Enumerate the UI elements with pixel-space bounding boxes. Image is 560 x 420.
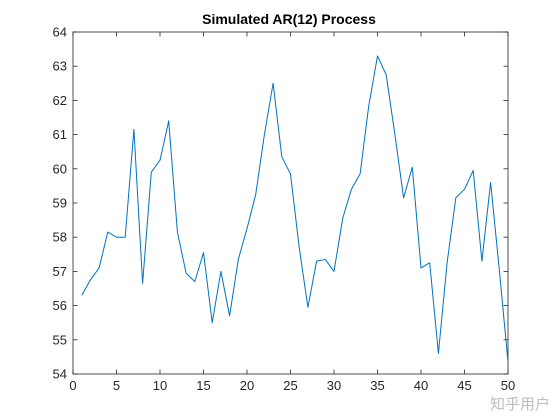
data-point	[507, 361, 509, 363]
watermark: 知乎用户	[490, 395, 550, 413]
x-tick-label: 20	[240, 378, 254, 393]
data-point	[281, 156, 283, 158]
data-point	[402, 197, 404, 199]
data-point	[437, 352, 439, 354]
data-point	[298, 246, 300, 248]
data-point	[342, 217, 344, 219]
data-point	[463, 188, 465, 190]
data-point	[472, 169, 474, 171]
data-point	[228, 315, 230, 317]
data-point	[185, 272, 187, 274]
data-point	[237, 258, 239, 260]
y-tick-label: 54	[53, 367, 67, 382]
data-point	[307, 306, 309, 308]
data-point	[89, 279, 91, 281]
data-point	[107, 231, 109, 233]
x-tick-label: 30	[327, 378, 341, 393]
x-tick-label: 50	[501, 378, 515, 393]
data-point	[289, 173, 291, 175]
x-tick-label: 25	[283, 378, 297, 393]
data-point	[211, 322, 213, 324]
data-point	[455, 197, 457, 199]
x-tick-label: 10	[153, 378, 167, 393]
data-point	[489, 181, 491, 183]
y-tick-label: 63	[53, 59, 67, 74]
plot-area: 0 5 10 15 20 25 30 35 40 45 50 54 55 56 57 58 59 60 61 62 63…	[53, 25, 516, 394]
y-tick-label: 59	[53, 196, 67, 211]
y-tick-label: 56	[53, 298, 67, 313]
data-point	[446, 262, 448, 264]
data-point	[481, 260, 483, 262]
x-tick-label: 0	[69, 378, 76, 393]
data-point	[315, 260, 317, 262]
data-point	[350, 188, 352, 190]
data-point	[420, 267, 422, 269]
data-point	[176, 231, 178, 233]
data-point	[385, 74, 387, 76]
data-point	[81, 294, 83, 296]
data-point	[368, 104, 370, 106]
data-point	[263, 133, 265, 135]
data-point	[333, 270, 335, 272]
data-point	[98, 267, 100, 269]
data-point	[150, 171, 152, 173]
data-point	[359, 173, 361, 175]
data-point	[159, 159, 161, 161]
x-tick-label: 40	[414, 378, 428, 393]
data-point	[194, 280, 196, 282]
data-point	[255, 193, 257, 195]
data-point	[376, 55, 378, 57]
y-tick-label: 58	[53, 230, 67, 245]
data-point	[246, 227, 248, 229]
data-point	[141, 282, 143, 284]
y-tick-label: 61	[53, 127, 67, 142]
y-tick-label: 62	[53, 93, 67, 108]
y-tick-label: 57	[53, 264, 67, 279]
data-point	[124, 236, 126, 238]
y-tick-label: 55	[53, 332, 67, 347]
data-point	[324, 258, 326, 260]
data-point	[411, 166, 413, 168]
data-point	[429, 262, 431, 264]
x-tick-label: 45	[457, 378, 471, 393]
x-tick-label: 35	[370, 378, 384, 393]
data-point	[202, 251, 204, 253]
data-point	[394, 133, 396, 135]
series-line-0	[81, 55, 509, 363]
x-tick-label: 5	[113, 378, 120, 393]
data-point	[498, 268, 500, 270]
data-point	[272, 82, 274, 84]
data-point	[220, 270, 222, 272]
y-tick-label: 64	[53, 25, 67, 40]
x-tick-label: 15	[196, 378, 210, 393]
y-tick-label: 60	[53, 161, 67, 176]
data-point	[168, 120, 170, 122]
data-point	[133, 128, 135, 130]
chart-title: Simulated AR(12) Process	[202, 11, 376, 27]
data-point	[115, 236, 117, 238]
